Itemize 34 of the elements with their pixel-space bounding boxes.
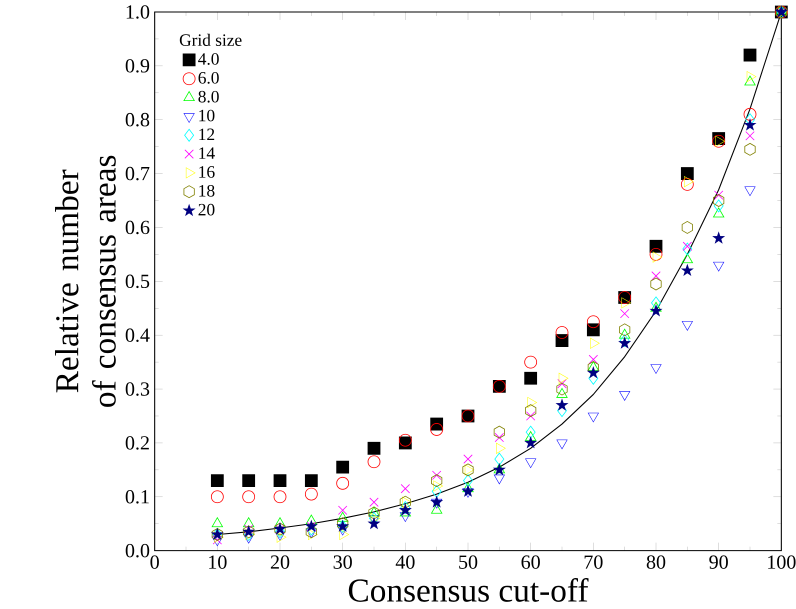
y-tick-label: 0.7 <box>126 166 150 180</box>
x-tick-label: 0 <box>150 555 159 569</box>
legend-label: 20 <box>198 204 214 216</box>
y-tick-label: 0.8 <box>126 112 150 127</box>
x-axis-title: Consensus cut-off <box>348 578 589 602</box>
y-tick-label: 0.3 <box>126 382 150 396</box>
y-tick-label: 0.4 <box>126 328 150 342</box>
legend-label: 12 <box>199 128 214 140</box>
legend-label: 14 <box>199 147 215 159</box>
y-axis-title: Relative number of consensus areas <box>55 156 116 407</box>
legend-label: 16 <box>199 166 215 178</box>
x-tick-label: 40 <box>396 555 415 569</box>
legend-label: 8.0 <box>198 90 219 103</box>
y-tick-label: 0.0 <box>126 544 150 558</box>
x-tick-label: 50 <box>459 555 478 569</box>
y-tick-label: 0.1 <box>126 490 149 504</box>
x-tick-label: 80 <box>646 555 666 569</box>
x-tick-label: 90 <box>709 555 728 569</box>
x-tick-label: 60 <box>522 555 540 569</box>
legend-title: Grid size <box>180 34 242 46</box>
x-tick-label: 20 <box>270 555 290 569</box>
legend-label: 18 <box>199 184 214 197</box>
y-tick-label: 0.9 <box>126 59 150 73</box>
legend-label: 6.0 <box>198 72 219 84</box>
x-tick-label: 70 <box>584 555 603 569</box>
y-tick-label: 0.2 <box>126 436 149 450</box>
x-tick-label: 30 <box>334 555 352 569</box>
x-tick-label: 100 <box>768 555 796 569</box>
y-tick-label: 0.5 <box>126 274 150 288</box>
legend-label: 10 <box>199 110 214 122</box>
x-tick-label: 10 <box>209 555 227 569</box>
y-tick-label: 0.6 <box>126 220 150 234</box>
y-tick-label: 1.0 <box>126 5 150 19</box>
legend-label: 4.0 <box>198 53 219 65</box>
